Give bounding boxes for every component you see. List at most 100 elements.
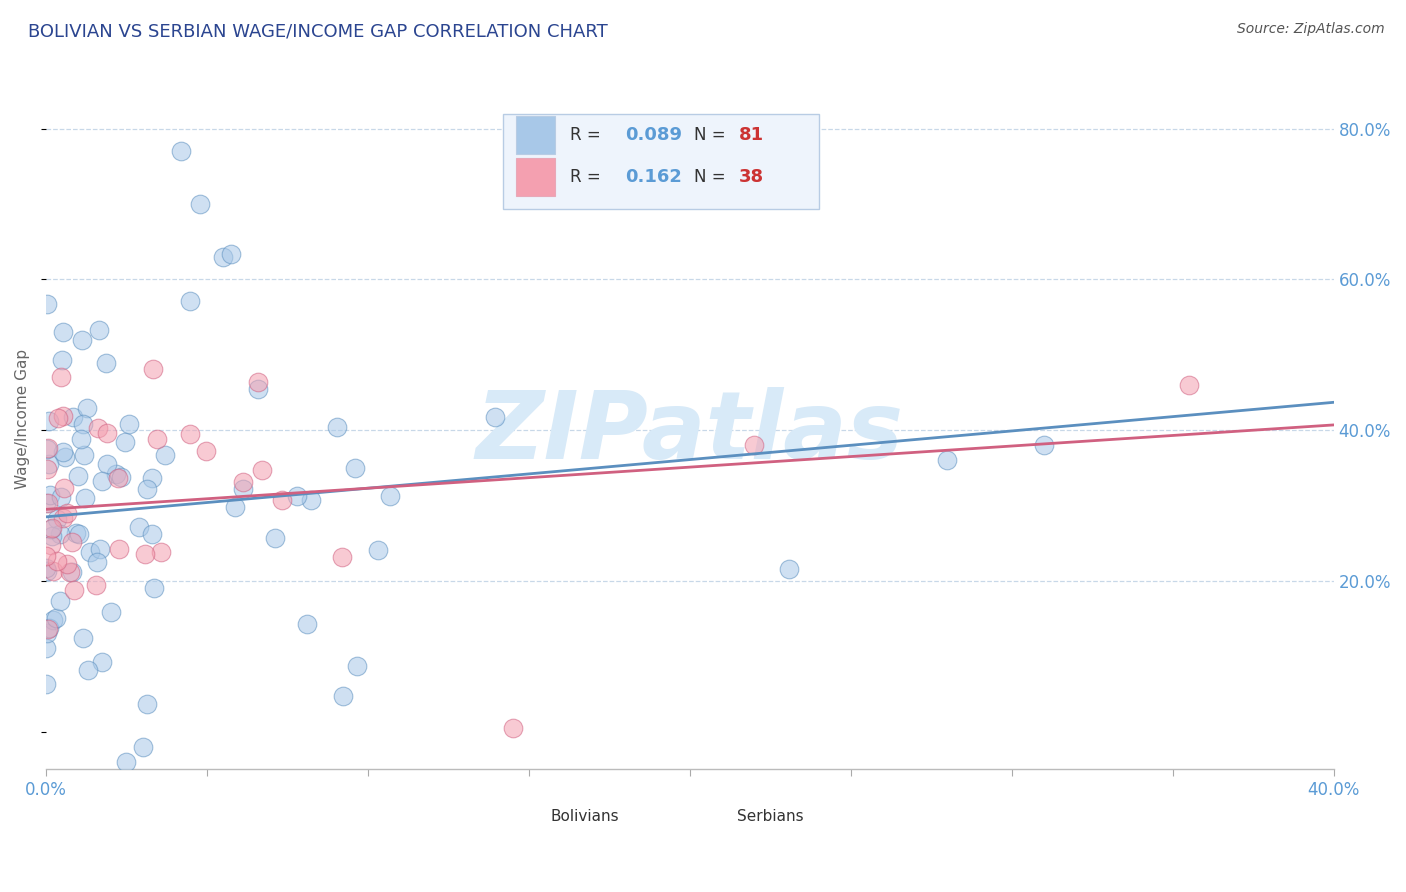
Point	[91, 655, 114, 669]
Point	[38, 621, 60, 635]
Point	[155, 448, 177, 462]
Point	[91, 475, 114, 489]
Point	[179, 427, 201, 442]
Point	[86, 555, 108, 569]
Point	[60, 566, 83, 580]
Point	[52, 481, 75, 495]
Text: R =: R =	[569, 126, 606, 145]
Point	[212, 250, 235, 264]
Point	[246, 382, 269, 396]
FancyBboxPatch shape	[503, 803, 541, 834]
FancyBboxPatch shape	[690, 803, 728, 834]
Point	[73, 491, 96, 505]
Point	[484, 409, 506, 424]
Point	[76, 401, 98, 415]
Point	[37, 442, 59, 456]
Point	[69, 432, 91, 446]
Point	[219, 247, 242, 261]
Point	[41, 521, 63, 535]
Text: BOLIVIAN VS SERBIAN WAGE/INCOME GAP CORRELATION CHART: BOLIVIAN VS SERBIAN WAGE/INCOME GAP CORR…	[28, 22, 607, 40]
Point	[299, 492, 322, 507]
Point	[62, 409, 84, 424]
Point	[52, 409, 75, 423]
Point	[49, 593, 72, 607]
Point	[63, 582, 86, 597]
Point	[142, 581, 165, 595]
Point	[146, 433, 169, 447]
Text: ZIPatlas: ZIPatlas	[475, 387, 904, 479]
Point	[53, 450, 76, 464]
Point	[246, 375, 269, 389]
Point	[37, 442, 59, 456]
Point	[105, 467, 128, 481]
Point	[35, 297, 58, 311]
Point	[232, 482, 254, 496]
Point	[39, 538, 62, 552]
Point	[330, 549, 353, 564]
Point	[502, 721, 524, 735]
Point	[39, 488, 62, 502]
Point	[35, 549, 58, 563]
Point	[46, 411, 69, 425]
Point	[114, 434, 136, 449]
Point	[87, 421, 110, 435]
Point	[45, 610, 67, 624]
Point	[179, 293, 201, 308]
Point	[52, 326, 75, 340]
Point	[344, 460, 367, 475]
Point	[35, 677, 58, 691]
Point	[59, 565, 82, 579]
Point	[107, 471, 129, 485]
Point	[100, 605, 122, 619]
Point	[37, 496, 59, 510]
Point	[38, 457, 60, 471]
Point	[295, 616, 318, 631]
Point	[67, 526, 90, 541]
Point	[110, 469, 132, 483]
Point	[170, 145, 193, 159]
Point	[51, 490, 73, 504]
Text: Source: ZipAtlas.com: Source: ZipAtlas.com	[1237, 22, 1385, 37]
Text: 0.162: 0.162	[626, 168, 682, 186]
Point	[263, 531, 285, 545]
Point	[45, 511, 67, 525]
Point	[118, 417, 141, 431]
Text: 38: 38	[738, 168, 763, 186]
Point	[72, 417, 94, 431]
Point	[51, 352, 73, 367]
Point	[38, 414, 60, 428]
Text: Serbians: Serbians	[738, 809, 804, 824]
Point	[134, 547, 156, 561]
Point	[141, 526, 163, 541]
Point	[136, 482, 159, 496]
Point	[51, 370, 73, 384]
Point	[128, 520, 150, 534]
Point	[778, 562, 800, 576]
Point	[49, 527, 72, 541]
Point	[742, 438, 765, 452]
Point	[250, 463, 273, 477]
Point	[150, 545, 173, 559]
Point	[65, 525, 87, 540]
Point	[1032, 438, 1054, 452]
Point	[131, 739, 153, 754]
Point	[35, 496, 58, 510]
Point	[115, 755, 138, 769]
Point	[72, 631, 94, 645]
Text: 81: 81	[738, 126, 763, 145]
Point	[224, 500, 246, 514]
Point	[52, 511, 75, 525]
Point	[79, 545, 101, 559]
FancyBboxPatch shape	[503, 114, 818, 209]
Point	[936, 453, 959, 467]
Point	[35, 462, 58, 476]
Point	[271, 492, 294, 507]
Point	[142, 361, 165, 376]
Point	[378, 489, 401, 503]
Point	[141, 471, 163, 485]
Point	[41, 613, 63, 627]
Text: R =: R =	[569, 168, 606, 186]
Point	[46, 554, 69, 568]
FancyBboxPatch shape	[516, 158, 554, 196]
Point	[37, 564, 59, 578]
